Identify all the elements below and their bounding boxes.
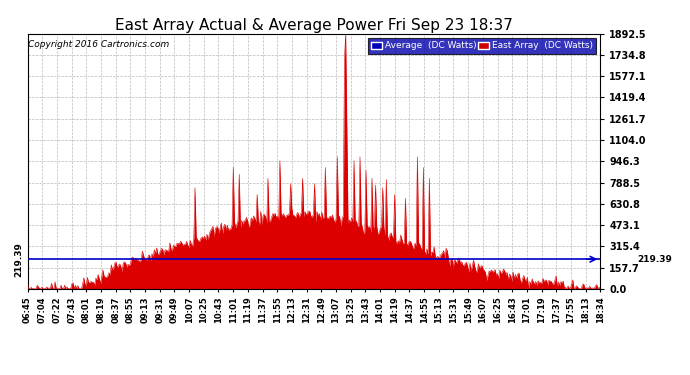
Title: East Array Actual & Average Power Fri Sep 23 18:37: East Array Actual & Average Power Fri Se… <box>115 18 513 33</box>
Text: Copyright 2016 Cartronics.com: Copyright 2016 Cartronics.com <box>28 40 170 49</box>
Legend: Average  (DC Watts), East Array  (DC Watts): Average (DC Watts), East Array (DC Watts… <box>368 38 595 54</box>
Text: 219.39: 219.39 <box>638 255 672 264</box>
Text: 219.39: 219.39 <box>14 242 23 277</box>
